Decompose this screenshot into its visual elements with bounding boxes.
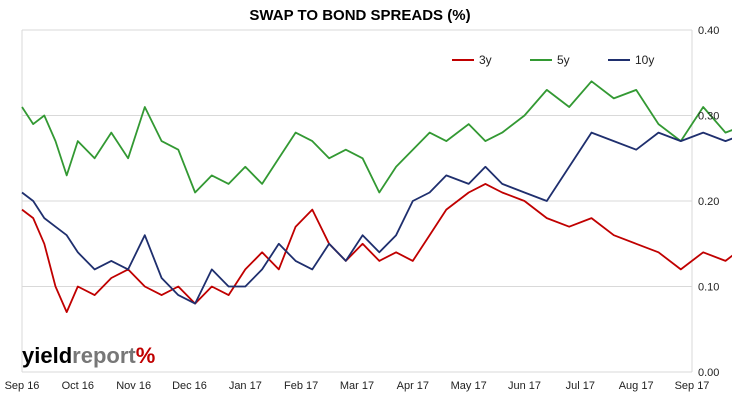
plot-area	[21, 30, 693, 372]
x-tick-label: Sep 16	[5, 380, 40, 392]
x-tick-label: Jun 17	[508, 380, 541, 392]
x-tick-label: Dec 16	[172, 380, 207, 392]
gridlines	[22, 29, 692, 373]
x-tick-label: Sep 17	[675, 380, 710, 392]
y-tick-label: 0.40	[698, 25, 719, 37]
series-lines	[21, 80, 732, 313]
y-tick-label: 0.20	[698, 196, 719, 208]
series-line-10y	[21, 131, 732, 305]
x-axis-tick-labels: Sep 16 Oct 16 Nov 16 Dec 16 Jan 17 Feb 17 Mar …	[5, 380, 710, 392]
logo-brand-text: yield	[22, 343, 72, 368]
logo-rest-text: report	[72, 343, 136, 368]
y-tick-label: 0.10	[698, 282, 719, 294]
x-tick-label: Jan 17	[229, 380, 262, 392]
legend-label-10y: 10y	[635, 53, 654, 67]
y-tick-label: 0.30	[698, 111, 719, 123]
x-tick-label: Nov 16	[116, 380, 151, 392]
x-tick-label: May 17	[451, 380, 487, 392]
x-tick-label: Apr 17	[397, 380, 429, 392]
x-tick-label: Jul 17	[566, 380, 595, 392]
legend-label-5y: 5y	[557, 53, 570, 67]
x-tick-label: Feb 17	[284, 380, 318, 392]
series-line-3y	[21, 183, 732, 313]
x-tick-label: Aug 17	[619, 380, 654, 392]
y-axis-tick-labels: 0.00 0.10 0.20 0.30 0.40	[698, 25, 719, 379]
svg-text:yieldreport%: yieldreport%	[22, 343, 155, 368]
series-line-5y	[21, 80, 732, 194]
x-tick-label: Oct 16	[62, 380, 94, 392]
logo-percent-symbol: %	[136, 343, 156, 368]
legend-label-3y: 3y	[479, 53, 492, 67]
chart-title: SWAP TO BOND SPREADS (%)	[249, 7, 470, 24]
x-tick-label: Mar 17	[340, 380, 374, 392]
y-tick-label: 0.00	[698, 367, 719, 379]
yieldreport-logo: yieldreport%	[22, 343, 155, 368]
legend: 3y 5y 10y	[452, 53, 654, 67]
